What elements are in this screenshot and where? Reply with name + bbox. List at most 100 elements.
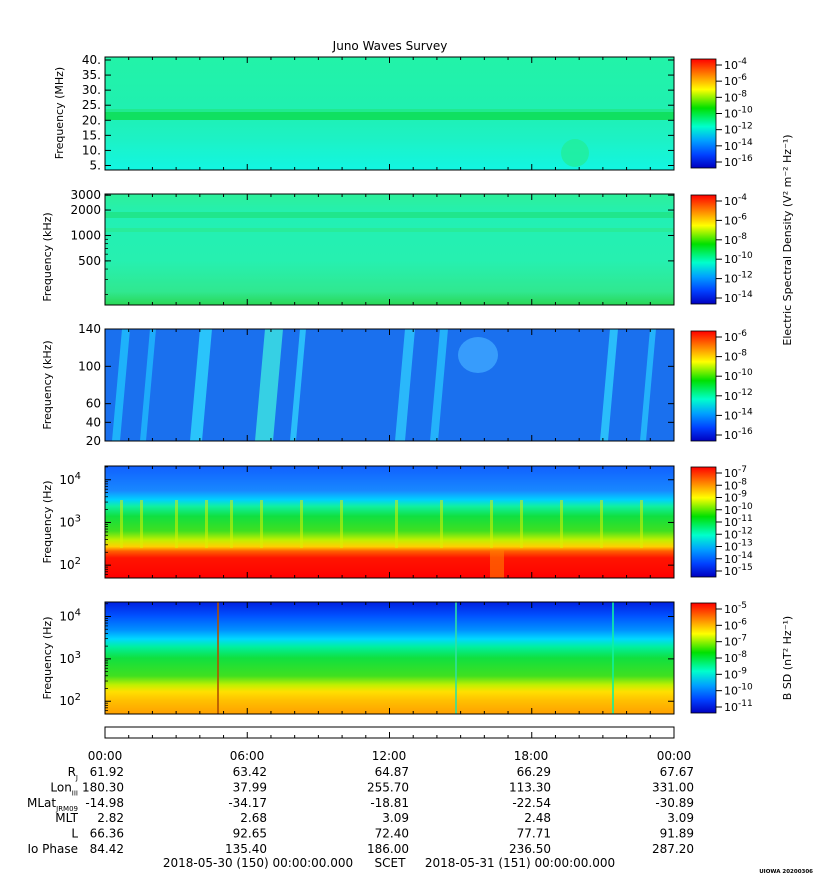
panel-2-ylabel: Frequency (kHz) [41,212,54,301]
panel-4-ytick-label-1: 103 [59,513,81,529]
panel-2-band [105,212,674,218]
panel-4-burst-10 [490,500,493,548]
panel-1-band-halo [105,109,674,112]
panel-2-cb-label-0: 10-4 [724,193,747,208]
panel-3-cb-label-5: 10-16 [724,427,753,442]
panel-4-cb-label-3: 10-10 [724,502,753,517]
ephem-value-1-2: 255.70 [367,780,409,794]
ephem-value-1-0: 180.30 [82,780,124,794]
ephem-row-label-0: RJ [68,765,78,782]
panel-1-ytick-label-7: 40. [82,53,101,67]
ephem-value-2-0: -14.98 [85,796,124,810]
electric-colorbar-label: Electric Spectral Density (V² m⁻² Hz⁻¹) [781,134,794,345]
panel-4-burst-3 [205,500,208,548]
ephem-value-2-1: -34.17 [228,796,267,810]
ephem-row-label-4: L [71,827,78,841]
panel-4-spectrogram [105,466,674,578]
panel-2-ytick-label-0: 500 [78,254,101,268]
panel-2-cb-label-5: 10-14 [724,290,753,305]
ephem-value-1-4: 331.00 [652,780,694,794]
panel-3-ytick-label-2: 60 [86,397,101,411]
panel-3-colorbar [690,330,717,442]
panel-3-ytick-label-1: 40 [86,415,101,429]
panel-5-spectrogram [105,602,674,714]
ephem-value-3-4: 3.09 [667,811,694,825]
panel-1-ytick-label-6: 35. [82,68,101,82]
panel-1-cb-label-1: 10-6 [724,73,747,88]
panel-4-burst-low [490,550,504,578]
ephem-value-1-3: 113.30 [509,780,551,794]
panel-3-emission-5 [395,329,415,441]
ephem-row-label-3: MLT [55,811,78,825]
panel-4-cb-label-6: 10-13 [724,539,753,554]
panel-4-burst-9 [440,500,443,548]
panel-1-ylabel: Frequency (MHz) [53,67,66,159]
panel-5-cb-label-5: 10-10 [724,683,753,698]
panel-5-spike-0 [217,602,219,714]
ephem-value-3-2: 3.09 [382,811,409,825]
ephemeris-table: 00:00 06:00 12:00 18:00 00:00 RJ 61.92 63.42 64.… [27,749,694,856]
panel-4-cb-label-1: 10-8 [724,477,747,492]
figure-title: Juno Waves Survey [332,39,448,53]
panel-5-cb-label-2: 10-7 [724,634,747,649]
panel-1-ytick-label-5: 30. [82,83,101,97]
ephem-value-4-2: 72.40 [375,827,409,841]
panel-3-cb-label-4: 10-14 [724,407,753,422]
panel-2-ytick-label-2: 2000 [70,203,101,217]
panel-4-cb-label-8: 10-15 [724,563,753,578]
ephem-value-5-1: 135.40 [225,842,267,856]
footer-scet-label: SCET [375,856,407,870]
panel-4-cb-label-5: 10-12 [724,526,753,541]
panel-3-cb-label-2: 10-10 [724,368,753,383]
panel-5-cb-label-0: 10-5 [724,601,747,616]
panel-2-cb-label-3: 10-10 [724,251,753,266]
panel-2-cb-label-2: 10-8 [724,232,747,247]
panel-4-ytick-label-0: 102 [59,556,81,572]
ephem-value-5-0: 84.42 [90,842,124,856]
panel-3-emission-3 [255,329,283,441]
time-label-1: 06:00 [230,749,265,763]
ephem-value-1-1: 37.99 [233,780,267,794]
panel-5-cb-label-4: 10-9 [724,666,747,681]
time-label-3: 18:00 [514,749,549,763]
panel-3-emission-0 [112,329,130,441]
ephem-value-4-4: 91.89 [660,827,694,841]
ephem-value-4-3: 77.71 [517,827,551,841]
ephem-row-label-5: Io Phase [27,842,78,856]
ephem-value-2-3: -22.54 [512,796,551,810]
panel-3-emission-2 [190,329,212,441]
panel-2-colorbar [690,194,717,305]
panel-4-burst-0 [120,500,123,548]
ephem-value-0-2: 64.87 [375,765,409,779]
ephem-value-0-1: 63.42 [233,765,267,779]
panel-3-emission-8 [640,329,656,441]
panel-5-cb-label-3: 10-8 [724,650,747,665]
panel-3-emission-7 [600,329,618,441]
panel-1-cb-label-0: 10-4 [724,57,747,72]
panel-3-ytick-label-3: 100 [78,359,101,373]
panel-3-ytick-label-0: 20 [86,434,101,448]
panel-4-cb-label-7: 10-14 [724,551,753,566]
panel-1-cb-label-2: 10-8 [724,89,747,104]
panel-4-burst-8 [395,500,398,548]
ephem-row-label-2: MLatJRM09 [27,796,78,813]
panel-4-cb-label-2: 10-9 [724,490,747,505]
ephem-value-5-3: 236.50 [509,842,551,856]
footer-stamp: UIOWA 20200306 [759,869,813,875]
time-label-0: 00:00 [88,749,123,763]
panel-5-ytick-label-1: 103 [59,650,81,666]
time-axis [104,726,675,739]
panel-4-ylabel: Frequency (Hz) [41,481,54,564]
panel-1-ytick-label-4: 25. [82,98,101,112]
panel-2-band-lower [105,228,674,232]
panel-3-cb-label-3: 10-12 [724,388,753,403]
panel-1-ytick-label-0: 5. [90,158,101,172]
footer-start-time: 2018-05-30 (150) 00:00:00.000 [163,856,353,870]
panel-1-feature [561,139,589,167]
panel-4-burst-14 [640,500,643,548]
ephem-value-5-2: 186.00 [367,842,409,856]
panel-3-emission-6 [430,329,448,441]
